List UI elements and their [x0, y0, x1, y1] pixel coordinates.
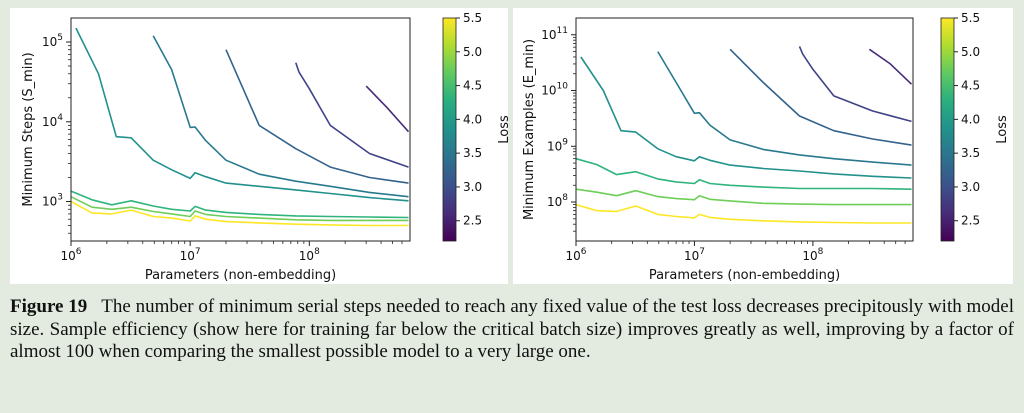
colorbar-tick-label: 3.0: [463, 180, 482, 194]
colorbar-tick-label: 4.0: [463, 112, 482, 126]
series-line-loss-3-3: [729, 48, 912, 146]
colorbar: 2.5 3.0 3.5 4.0 4.5 5.0 5.5 Loss: [940, 11, 1010, 242]
series-line-loss-4-3: [575, 188, 912, 206]
colorbar-label: Loss: [497, 115, 508, 144]
colorbar-tick-label: 3.0: [961, 180, 980, 194]
y-tick-label: 103: [42, 193, 63, 209]
y-tick-label: 109: [547, 137, 568, 153]
x-tick-label: 108: [802, 247, 823, 263]
x-tick-label: 107: [684, 247, 705, 263]
colorbar-gradient: [940, 17, 955, 242]
y-tick-label: 104: [42, 113, 63, 129]
min-steps-chart: 106 107 108 103 104 105 Parameters (non-embed…: [21, 11, 512, 283]
y-axis-label: Minimum Steps (S_min): [21, 52, 36, 206]
colorbar-tick-label: 5.5: [961, 11, 980, 25]
series-line-loss-5-1: [580, 56, 912, 179]
series-line-loss-3-9: [575, 203, 912, 224]
x-tick-label: 108: [299, 247, 320, 263]
y-tick-label: 108: [547, 193, 568, 209]
colorbar-tick-label: 4.0: [961, 112, 980, 126]
series-line-loss-3-3: [225, 49, 409, 184]
colorbar: 2.5 3.0 3.5 4.0 4.5 5.0 5.5 Loss: [442, 11, 512, 242]
figure-caption: Figure 19 The number of minimum serial st…: [10, 296, 1014, 364]
series-line-loss-4-7: [70, 190, 409, 219]
min-examples-chart: 106 107 108 108 109 1010 1011 Parameters (non-…: [522, 11, 1010, 283]
colorbar-gradient: [442, 17, 457, 242]
colorbar-tick-label: 3.5: [961, 146, 980, 160]
series-line-loss-3: [798, 46, 912, 123]
colorbar-tick-label: 4.5: [961, 79, 980, 93]
series-line-loss-2-7: [868, 48, 913, 85]
x-axis-label: Parameters (non-embedding): [649, 268, 840, 283]
series-line-loss-3-7: [657, 51, 912, 166]
colorbar-tick-label: 4.5: [463, 79, 482, 93]
x-axis-label: Parameters (non-embedding): [145, 268, 336, 283]
colorbar-tick-label: 5.0: [961, 45, 980, 59]
series-line-loss-3-7: [152, 35, 409, 198]
series-line-loss-4-3: [70, 195, 409, 222]
colorbar-tick-label: 2.5: [463, 214, 482, 228]
series-line-loss-2-7: [365, 85, 410, 133]
y-tick-label: 105: [42, 33, 63, 49]
y-tick-label: 1010: [541, 82, 568, 98]
y-axis-label: Minimum Examples (E_min): [522, 39, 537, 220]
right-chart-panel: 106 107 108 108 109 1010 1011 Parameters (non-…: [513, 8, 1013, 284]
x-tick-label: 106: [60, 247, 81, 263]
series-line-loss-3-9: [70, 200, 409, 227]
x-tick-label: 107: [180, 247, 201, 263]
left-chart-panel: 106 107 108 103 104 105 Parameters (non-embed…: [10, 8, 512, 284]
series-line-loss-3: [295, 62, 409, 168]
colorbar-label: Loss: [995, 115, 1010, 144]
colorbar-tick-label: 5.5: [463, 11, 482, 25]
colorbar-tick-label: 3.5: [463, 146, 482, 160]
colorbar-tick-label: 5.0: [463, 45, 482, 59]
caption-text: The number of minimum serial steps neede…: [10, 296, 1014, 362]
series-line-loss-4-7: [575, 157, 912, 190]
series-line-loss-5-1: [75, 27, 409, 202]
x-tick-label: 106: [565, 247, 586, 263]
colorbar-tick-label: 2.5: [961, 214, 980, 228]
y-tick-label: 1011: [541, 26, 568, 42]
caption-label: Figure 19: [10, 296, 88, 317]
